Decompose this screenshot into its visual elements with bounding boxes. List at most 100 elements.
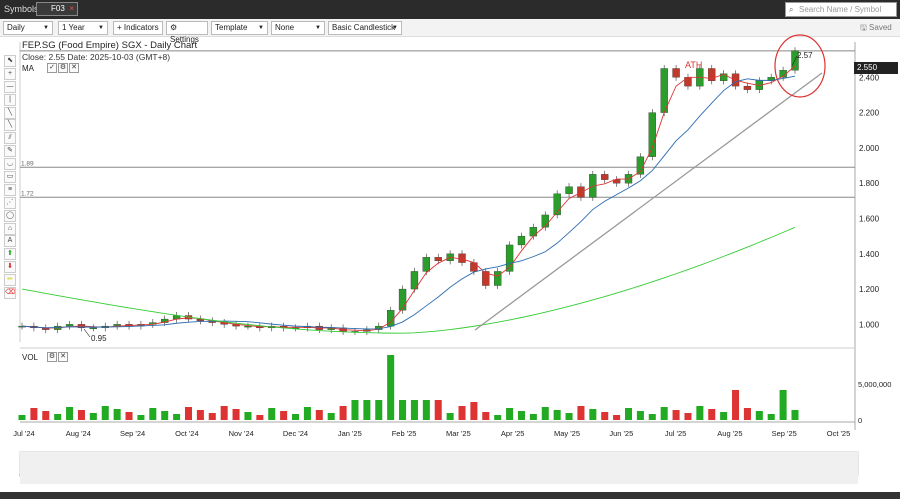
time-tick-label: Oct '24 <box>175 429 199 438</box>
volume-tick-label: 5,000,000 <box>858 380 891 389</box>
candle-body <box>708 68 715 80</box>
volume-bar <box>280 411 287 420</box>
candle-body <box>577 187 584 198</box>
price-tick-label: 1.000 <box>859 320 880 329</box>
volume-bar <box>482 412 489 420</box>
candle-body <box>518 236 525 245</box>
volume-bar <box>423 400 430 420</box>
volume-bar <box>780 390 787 420</box>
volume-bar <box>268 408 275 420</box>
volume-bar <box>363 400 370 420</box>
time-tick-label: Aug '25 <box>717 429 742 438</box>
volume-bar <box>732 390 739 420</box>
hline-label: 1.89 <box>21 160 34 167</box>
volume-bar <box>684 413 691 420</box>
low-pointer <box>84 329 90 337</box>
ath-value-label: 2.57 <box>797 51 813 60</box>
volume-bar <box>601 412 608 420</box>
volume-bar <box>304 407 311 420</box>
hline-label: 1.72 <box>21 190 34 197</box>
price-caption: 2.550 <box>854 62 898 74</box>
candle-body <box>244 326 251 327</box>
volume-bar <box>18 415 25 420</box>
time-tick-label: Jan '25 <box>338 429 362 438</box>
volume-bar <box>30 408 37 420</box>
candle-body <box>470 263 477 272</box>
volume-bar <box>221 406 228 420</box>
candle-body <box>494 271 501 285</box>
candle-body <box>435 257 442 261</box>
volume-bar <box>340 406 347 420</box>
ath-circle <box>775 35 825 97</box>
candle-body <box>90 328 97 329</box>
volume-bar <box>530 414 537 420</box>
time-tick-label: Oct '25 <box>827 429 851 438</box>
volume-bar <box>696 406 703 420</box>
volume-bar <box>613 415 620 420</box>
price-tick-label: 2.400 <box>859 73 880 82</box>
candle-body <box>423 257 430 271</box>
volume-bar <box>661 407 668 420</box>
price-tick-label: 2.000 <box>859 144 880 153</box>
candle-body <box>744 86 751 90</box>
candle-body <box>530 227 537 236</box>
volume-bar <box>244 412 251 420</box>
time-tick-label: Jun '25 <box>609 429 633 438</box>
time-tick-label: Jul '24 <box>13 429 34 438</box>
volume-bar <box>566 413 573 420</box>
volume-bar <box>137 415 144 420</box>
volume-bar <box>542 407 549 420</box>
volume-bar <box>78 410 85 420</box>
time-tick-label: Sep '24 <box>120 429 145 438</box>
volume-bar <box>375 400 382 420</box>
volume-bar <box>233 409 240 420</box>
volume-bar <box>708 409 715 420</box>
volume-bar <box>791 410 798 420</box>
volume-bar <box>518 411 525 420</box>
volume-tick-label: 0 <box>858 416 862 425</box>
volume-bar <box>149 408 156 420</box>
volume-bar <box>161 411 168 420</box>
volume-bar <box>256 415 263 420</box>
volume-bar <box>66 407 73 420</box>
ma-long-line <box>22 227 795 333</box>
volume-bar <box>42 411 49 420</box>
ath-annotation: ATH <box>685 60 702 70</box>
volume-bar <box>411 400 418 420</box>
candle-body <box>601 174 608 179</box>
volume-bar <box>470 402 477 420</box>
time-tick-label: Nov '24 <box>229 429 254 438</box>
volume-bar <box>494 415 501 420</box>
trendline <box>475 73 822 330</box>
candle-body <box>673 68 680 77</box>
close-icon[interactable]: ✕ <box>58 352 68 362</box>
volume-bar <box>197 410 204 420</box>
volume-bar <box>54 414 61 420</box>
volume-bar <box>90 413 97 420</box>
gear-icon[interactable]: ⚙ <box>47 352 57 362</box>
volume-bar <box>589 409 596 420</box>
volume-bar <box>328 413 335 420</box>
volume-bar <box>173 414 180 420</box>
price-tick-label: 1.200 <box>859 285 880 294</box>
volume-bar <box>185 407 192 420</box>
ma-short-line <box>22 66 795 331</box>
time-tick-label: Aug '24 <box>66 429 91 438</box>
volume-bar <box>459 406 466 420</box>
time-tick-label: Jul '25 <box>665 429 686 438</box>
volume-bar <box>292 414 299 420</box>
navigator[interactable] <box>20 452 858 484</box>
candle-body <box>399 289 406 310</box>
time-tick-label: May '25 <box>554 429 580 438</box>
volume-bar <box>744 408 751 420</box>
volume-bar <box>126 412 133 420</box>
volume-bar <box>102 406 109 420</box>
price-tick-label: 1.400 <box>859 250 880 259</box>
volume-bar <box>316 410 323 420</box>
volume-bar <box>435 400 442 420</box>
volume-bar <box>649 414 656 420</box>
low-value-label: 0.95 <box>91 334 107 343</box>
volume-label: VOL <box>22 353 38 362</box>
candle-body <box>566 187 573 194</box>
